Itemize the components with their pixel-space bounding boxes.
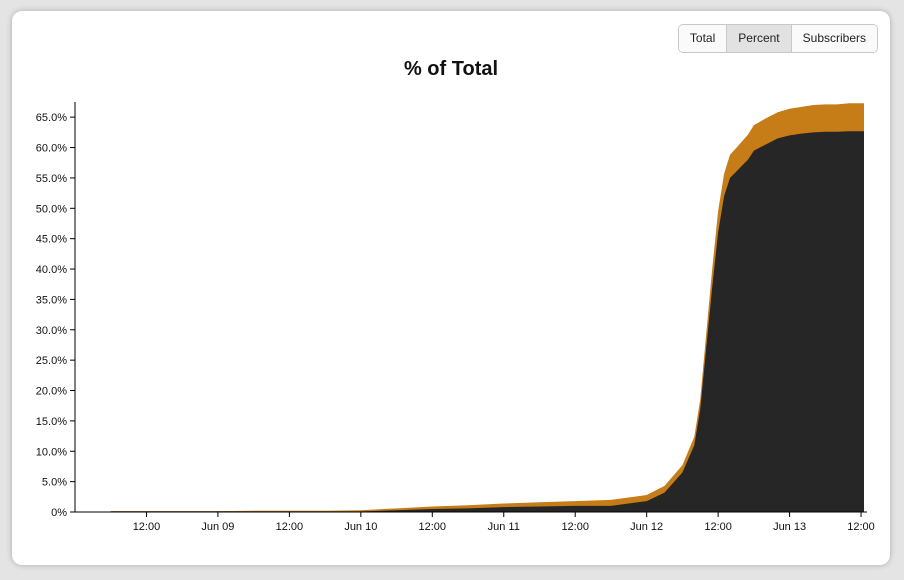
x-tick-label: Jun 10 xyxy=(344,521,377,533)
y-tick-label: 50.0% xyxy=(36,203,67,215)
y-tick-label: 5.0% xyxy=(42,477,67,489)
x-tick-label: 12:00 xyxy=(704,521,732,533)
chart-title: % of Total xyxy=(403,58,499,80)
y-tick-label: 55.0% xyxy=(36,173,67,185)
percent-button[interactable]: Percent xyxy=(727,25,792,52)
chart-plot: 0% 5.0% 10.0% 15.0% 20.0% 25.0% 30.0% 35.0% 40.0… xyxy=(36,102,875,533)
x-tick-label: 12:00 xyxy=(276,521,304,533)
x-tick-label: Jun 12 xyxy=(630,521,663,533)
y-tick-label: 15.0% xyxy=(36,416,67,428)
x-tick-label: Jun 11 xyxy=(488,521,520,533)
y-tick-label: 10.0% xyxy=(36,446,67,458)
y-tick-label: 45.0% xyxy=(36,234,67,246)
y-tick-label: 35.0% xyxy=(36,294,67,306)
x-tick-label: Jun 13 xyxy=(773,521,806,533)
y-tick-label: 40.0% xyxy=(36,264,67,276)
x-tick-label: 12:00 xyxy=(561,521,589,533)
total-button[interactable]: Total xyxy=(678,25,728,52)
y-tick-label: 0% xyxy=(51,507,67,519)
view-toggle-group: Total Percent Subscribers xyxy=(677,24,878,53)
x-tick-label: Jun 09 xyxy=(201,521,234,533)
y-tick-label: 20.0% xyxy=(36,386,67,398)
y-tick-label: 30.0% xyxy=(36,325,67,337)
series-lower-area xyxy=(110,131,864,512)
chart-card: Total Percent Subscribers % of Total 0% 5… xyxy=(12,11,890,565)
x-tick-label: 12:00 xyxy=(133,521,161,533)
x-tick-label: 12:00 xyxy=(419,521,447,533)
y-tick-label: 25.0% xyxy=(36,355,67,367)
y-tick-label: 65.0% xyxy=(36,112,67,124)
y-tick-label: 60.0% xyxy=(36,143,67,155)
subscribers-button[interactable]: Subscribers xyxy=(791,25,877,52)
x-tick-label: 12:00 xyxy=(847,521,875,533)
